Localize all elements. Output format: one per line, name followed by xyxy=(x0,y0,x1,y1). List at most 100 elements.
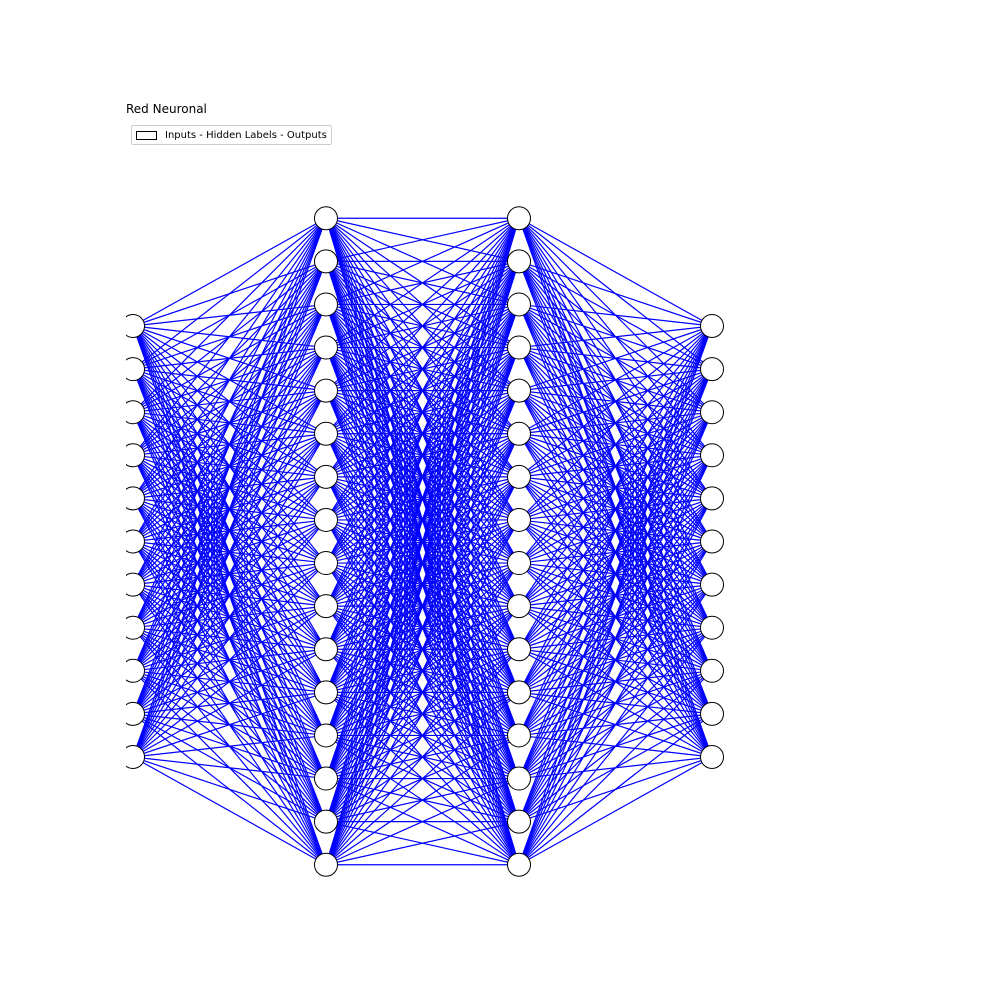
connection-2-15-6 xyxy=(518,584,713,866)
connection-0-4-0 xyxy=(132,217,327,499)
hidden-neuron-1-13 xyxy=(314,766,338,791)
connection-1-4-0 xyxy=(325,217,520,392)
connection-2-1-0 xyxy=(518,260,713,327)
connection-0-6-0 xyxy=(132,217,327,585)
connection-2-15-10 xyxy=(518,756,713,866)
connection-2-12-0 xyxy=(518,325,713,736)
connection-1-5-0 xyxy=(325,217,520,435)
input-neuron-0-4 xyxy=(126,486,145,511)
hidden-neuron-1-2 xyxy=(314,292,338,317)
hidden-neuron-1-15 xyxy=(314,852,338,877)
hidden-neuron-2-7 xyxy=(507,507,531,532)
output-neuron-3-8 xyxy=(700,658,724,683)
connection-1-11-0 xyxy=(325,218,520,693)
connection-0-8-0 xyxy=(132,218,327,672)
connection-0-2-0 xyxy=(132,217,327,413)
hidden-neuron-1-8 xyxy=(314,551,338,576)
hidden-neuron-1-0 xyxy=(314,206,338,231)
legend: Inputs - Hidden Labels - Outputs xyxy=(131,125,332,145)
connection-1-2-0 xyxy=(325,217,520,305)
connection-0-7-0 xyxy=(132,217,327,628)
connection-2-15-4 xyxy=(518,498,713,866)
connection-2-15-0 xyxy=(518,325,713,865)
hidden-neuron-1-7 xyxy=(314,507,338,532)
hidden-neuron-1-11 xyxy=(314,680,338,705)
connection-1-3-0 xyxy=(325,217,520,349)
connection-1-15-1 xyxy=(325,261,520,865)
connection-1-10-0 xyxy=(325,218,520,650)
hidden-neuron-2-3 xyxy=(507,335,531,360)
connection-0-10-10 xyxy=(132,648,327,758)
connection-1-15-12 xyxy=(325,734,520,866)
connection-1-1-0 xyxy=(325,217,520,262)
connection-1-15-4 xyxy=(325,390,520,865)
connection-1-15-5 xyxy=(325,433,520,865)
connection-2-15-5 xyxy=(518,541,713,866)
input-neuron-0-10 xyxy=(126,745,145,769)
connection-0-10-1 xyxy=(132,261,327,758)
connection-0-10-13 xyxy=(132,756,327,780)
connection-0-10-9 xyxy=(132,605,327,758)
connection-2-7-0 xyxy=(518,325,713,521)
hidden-neuron-2-11 xyxy=(507,680,531,705)
output-neuron-3-10 xyxy=(700,745,724,769)
hidden-neuron-1-3 xyxy=(314,335,338,360)
hidden-neuron-2-9 xyxy=(507,594,531,619)
connection-2-5-0 xyxy=(518,325,713,435)
connection-1-9-0 xyxy=(325,217,520,607)
neurons-group xyxy=(126,206,724,877)
connection-1-6-0 xyxy=(325,217,520,478)
connection-2-0-0 xyxy=(518,217,713,327)
connection-0-10-11 xyxy=(132,691,327,758)
connection-1-7-0 xyxy=(325,217,520,521)
output-neuron-3-3 xyxy=(700,443,724,468)
connection-2-15-1 xyxy=(518,368,713,865)
output-neuron-3-5 xyxy=(700,529,724,554)
connection-1-15-10 xyxy=(325,648,520,866)
output-neuron-3-2 xyxy=(700,400,724,425)
hidden-neuron-2-2 xyxy=(507,292,531,317)
input-neuron-0-7 xyxy=(126,615,145,640)
connection-2-15-9 xyxy=(518,713,713,866)
legend-label: Inputs - Hidden Labels - Outputs xyxy=(165,129,327,141)
connection-1-15-9 xyxy=(325,605,520,866)
input-neuron-0-5 xyxy=(126,529,145,554)
input-neuron-0-0 xyxy=(126,314,145,338)
hidden-neuron-2-8 xyxy=(507,551,531,576)
hidden-neuron-1-9 xyxy=(314,594,338,619)
diagram-title: Red Neuronal xyxy=(126,102,207,116)
input-neuron-0-1 xyxy=(126,357,145,382)
hidden-neuron-1-10 xyxy=(314,637,338,662)
hidden-neuron-2-6 xyxy=(507,464,531,489)
connection-0-10-15 xyxy=(132,756,327,866)
connection-0-10-12 xyxy=(132,734,327,758)
connection-2-9-0 xyxy=(518,325,713,607)
hidden-neuron-1-14 xyxy=(314,809,338,834)
connection-1-15-3 xyxy=(325,347,520,865)
connection-2-15-2 xyxy=(518,411,713,865)
connection-2-15-8 xyxy=(518,670,713,866)
connection-1-13-0 xyxy=(325,218,520,779)
connection-0-10-6 xyxy=(132,476,327,758)
connection-2-13-0 xyxy=(518,325,713,779)
connections-group xyxy=(132,217,713,866)
output-neuron-3-7 xyxy=(700,615,724,640)
input-neuron-0-8 xyxy=(126,658,145,683)
connection-1-15-13 xyxy=(325,778,520,866)
connection-0-3-0 xyxy=(132,217,327,456)
connection-2-11-0 xyxy=(518,325,713,693)
hidden-neuron-2-5 xyxy=(507,421,531,446)
connection-0-10-3 xyxy=(132,347,327,758)
connection-0-10-5 xyxy=(132,433,327,758)
output-neuron-3-1 xyxy=(700,357,724,382)
hidden-neuron-2-10 xyxy=(507,637,531,662)
connection-2-2-0 xyxy=(518,303,713,327)
output-neuron-3-6 xyxy=(700,572,724,597)
connection-2-15-7 xyxy=(518,627,713,866)
connection-0-0-0 xyxy=(132,217,327,327)
connection-2-4-0 xyxy=(518,325,713,392)
legend-swatch xyxy=(136,130,157,140)
hidden-neuron-2-13 xyxy=(507,766,531,791)
output-neuron-3-9 xyxy=(700,701,724,726)
